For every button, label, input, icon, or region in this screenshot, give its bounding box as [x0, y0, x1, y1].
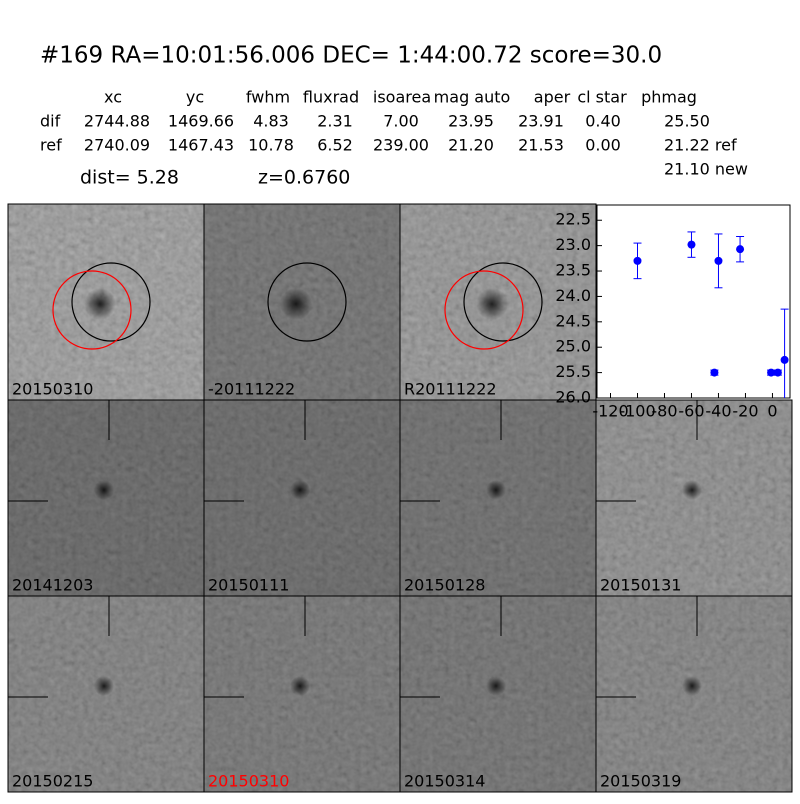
source [84, 288, 116, 320]
point [714, 256, 723, 265]
x-tick-label: -20 [732, 402, 758, 421]
source [290, 480, 310, 500]
stamp-label: 20150131 [600, 576, 681, 595]
y-tick-label: 24.5 [555, 311, 591, 330]
cell: 1469.66 [168, 112, 234, 131]
cell: 2.31 [317, 112, 353, 131]
column-header: aper [534, 88, 571, 107]
stamps: 20150310 -20111222 R20111222 20141203 201501… [7, 203, 793, 793]
stamp-label: 20150319 [600, 772, 681, 791]
dist: dist= 5.28 [80, 167, 179, 189]
y-tick-label: 24.0 [555, 286, 591, 305]
y-tick-label: 26.0 [555, 388, 591, 407]
column-header: phmag [641, 88, 697, 107]
table: xc yc fwhm fluxrad isoarea mag auto aper cl sta… [40, 88, 737, 155]
cell: 21.22 ref [664, 136, 737, 155]
stamp-label: R20111222 [404, 380, 497, 399]
x-tick-label: -60 [678, 402, 704, 421]
point [767, 368, 776, 377]
point [736, 245, 745, 254]
header-title: #169 RA=10:01:56.006 DEC= 1:44:00.72 sco… [40, 43, 662, 69]
column-header: isoarea [373, 88, 431, 107]
aperture [267, 262, 347, 342]
stamp-label: 20150310 [12, 380, 93, 399]
cell: 1467.43 [168, 136, 234, 155]
y-tick-label: 23.0 [555, 235, 591, 254]
cell: 10.78 [248, 136, 294, 155]
aperture [71, 262, 151, 342]
cell: 2740.09 [84, 136, 150, 155]
source [682, 480, 702, 500]
aperture-ref [444, 270, 524, 350]
source [94, 676, 114, 696]
column-header: cl star [577, 88, 627, 107]
cell: 0.00 [585, 136, 621, 155]
y-tick-label: 25.5 [555, 362, 591, 381]
row-label: ref [40, 136, 62, 155]
x-tick-label: -120 [592, 402, 628, 421]
x-tick-label: -80 [651, 402, 677, 421]
aperture-ref [52, 270, 132, 350]
column-header: xc [104, 88, 122, 107]
stamp-label: 20150111 [208, 576, 289, 595]
column-header: yc [186, 88, 204, 107]
point [710, 368, 719, 377]
cell: 21.53 [518, 136, 564, 155]
point [633, 256, 642, 265]
point [773, 368, 782, 377]
cell: 239.00 [373, 136, 429, 155]
cell: 23.95 [448, 112, 494, 131]
stamp-label: 20141203 [12, 576, 93, 595]
cell: 25.50 [664, 112, 710, 131]
stamp-label: -20111222 [208, 380, 295, 399]
x-tick-label: -40 [705, 402, 731, 421]
source [290, 676, 310, 696]
y-tick-label: 22.5 [555, 210, 591, 229]
aperture [463, 262, 543, 342]
column-header: fluxrad [303, 88, 359, 107]
cell: 6.52 [317, 136, 353, 155]
x-tick-label: -100 [619, 402, 655, 421]
cell: 21.20 [448, 136, 494, 155]
source [476, 288, 508, 320]
cell: 2744.88 [84, 112, 150, 131]
source [682, 676, 702, 696]
point [780, 355, 789, 364]
stamp-label: 20150215 [12, 772, 93, 791]
stamp-label: 20150314 [404, 772, 485, 791]
redshift: z=0.6760 [258, 167, 350, 189]
light-curve: 22.5 23.0 23.5 24.0 24.5 25.0 25.5 26.0-120-100… [555, 204, 791, 421]
column-header: mag auto [434, 88, 511, 107]
y-tick-label: 23.5 [555, 261, 591, 280]
row-label: dif [40, 112, 61, 131]
source [280, 288, 312, 320]
source [94, 480, 114, 500]
cell: 4.83 [253, 112, 289, 131]
x-tick-label: 0 [767, 402, 777, 421]
stamp-label: 20150310 [208, 772, 289, 791]
source [486, 676, 506, 696]
cell: 7.00 [383, 112, 419, 131]
phmag-new: 21.10 new [664, 160, 748, 179]
point [687, 240, 696, 249]
cell: 23.91 [518, 112, 564, 131]
cell: 0.40 [585, 112, 621, 131]
column-header: fwhm [246, 88, 290, 107]
stamp-frame [595, 595, 793, 793]
plot-bg [596, 204, 791, 399]
stamp-label: 20150128 [404, 576, 485, 595]
y-tick-label: 25.0 [555, 337, 591, 356]
source [486, 480, 506, 500]
